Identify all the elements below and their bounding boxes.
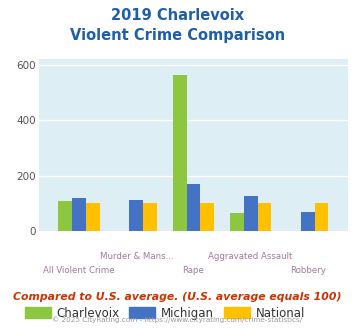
Bar xyxy=(86,203,100,231)
Text: © 2025 CityRating.com - https://www.cityrating.com/crime-statistics/: © 2025 CityRating.com - https://www.city… xyxy=(53,317,302,323)
Text: Murder & Mans...: Murder & Mans... xyxy=(99,252,173,261)
Bar xyxy=(72,198,86,231)
Text: Rape: Rape xyxy=(182,266,204,275)
Bar xyxy=(143,203,157,231)
Legend: Charlevoix, Michigan, National: Charlevoix, Michigan, National xyxy=(20,302,310,325)
Bar xyxy=(59,201,72,231)
Bar xyxy=(257,203,271,231)
Bar xyxy=(315,203,328,231)
Text: Compared to U.S. average. (U.S. average equals 100): Compared to U.S. average. (U.S. average … xyxy=(13,292,342,302)
Bar xyxy=(200,203,214,231)
Text: Aggravated Assault: Aggravated Assault xyxy=(208,252,293,261)
Bar xyxy=(130,200,143,231)
Text: All Violent Crime: All Violent Crime xyxy=(43,266,115,275)
Bar xyxy=(244,196,257,231)
Bar xyxy=(230,213,244,231)
Text: 2019 Charlevoix: 2019 Charlevoix xyxy=(111,8,244,23)
Bar xyxy=(301,212,315,231)
Bar xyxy=(173,75,187,231)
Text: Robbery: Robbery xyxy=(290,266,326,275)
Text: Violent Crime Comparison: Violent Crime Comparison xyxy=(70,28,285,43)
Bar xyxy=(187,184,200,231)
